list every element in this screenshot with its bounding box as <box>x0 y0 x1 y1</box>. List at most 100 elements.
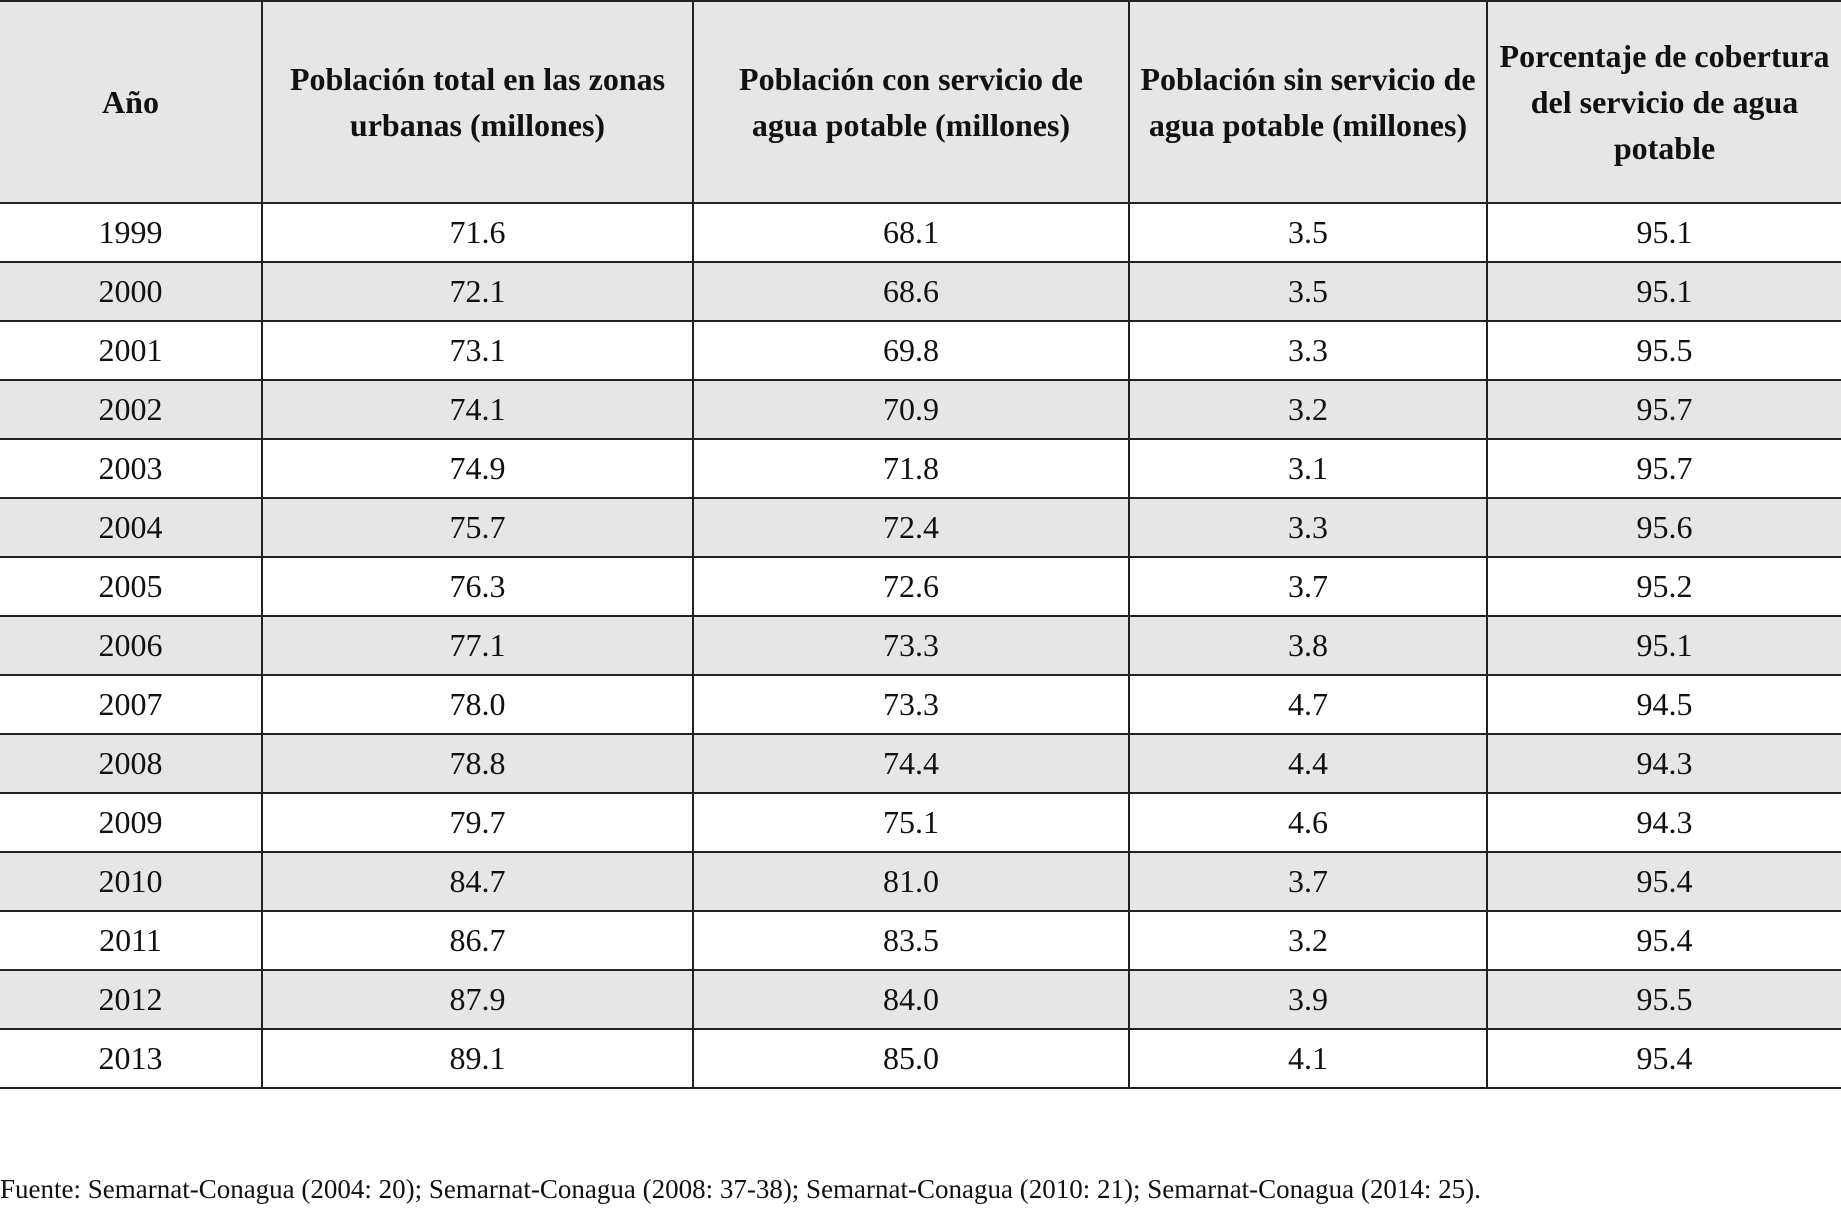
table-cell: 95.5 <box>1486 320 1841 381</box>
table-body: 1999 71.6 68.1 3.5 95.1 2000 72.1 68.6 3.5 95.1 20… <box>0 202 1841 1089</box>
table-row: 2013 89.1 85.0 4.1 95.4 <box>0 1028 1841 1089</box>
table-cell: 1999 <box>0 202 263 263</box>
table-row: 2009 79.7 75.1 4.6 94.3 <box>0 792 1841 853</box>
table-cell: 2007 <box>0 674 263 735</box>
table-cell: 3.9 <box>1128 969 1488 1030</box>
table-cell: 68.6 <box>692 261 1130 322</box>
column-header: Población sin servicio de agua potable (… <box>1128 0 1488 204</box>
table-cell: 75.7 <box>261 497 694 558</box>
table-cell: 3.1 <box>1128 438 1488 499</box>
table-cell: 95.1 <box>1486 202 1841 263</box>
table-cell: 2002 <box>0 379 263 440</box>
table-row: 2002 74.1 70.9 3.2 95.7 <box>0 379 1841 440</box>
table-row: 2006 77.1 73.3 3.8 95.1 <box>0 615 1841 676</box>
table-row: 2003 74.9 71.8 3.1 95.7 <box>0 438 1841 499</box>
table-cell: 4.1 <box>1128 1028 1488 1089</box>
table-cell: 71.6 <box>261 202 694 263</box>
table-cell: 73.3 <box>692 674 1130 735</box>
table-cell: 72.4 <box>692 497 1130 558</box>
table-cell: 95.1 <box>1486 615 1841 676</box>
table-cell: 2009 <box>0 792 263 853</box>
table-cell: 73.3 <box>692 615 1130 676</box>
table-cell: 3.8 <box>1128 615 1488 676</box>
table-cell: 3.3 <box>1128 497 1488 558</box>
table-cell: 78.8 <box>261 733 694 794</box>
table-cell: 4.7 <box>1128 674 1488 735</box>
header-row: Año Población total en las zonas urbanas … <box>0 0 1841 204</box>
data-table: Año Población total en las zonas urbanas … <box>0 0 1841 1089</box>
table-cell: 95.2 <box>1486 556 1841 617</box>
table-cell: 3.3 <box>1128 320 1488 381</box>
table-cell: 70.9 <box>692 379 1130 440</box>
table-cell: 95.7 <box>1486 379 1841 440</box>
table-cell: 3.5 <box>1128 202 1488 263</box>
table-row: 2008 78.8 74.4 4.4 94.3 <box>0 733 1841 794</box>
table-row: 2010 84.7 81.0 3.7 95.4 <box>0 851 1841 912</box>
table-cell: 2012 <box>0 969 263 1030</box>
table-row: 2005 76.3 72.6 3.7 95.2 <box>0 556 1841 617</box>
table-cell: 72.6 <box>692 556 1130 617</box>
table-cell: 3.7 <box>1128 556 1488 617</box>
table-cell: 3.7 <box>1128 851 1488 912</box>
table-cell: 79.7 <box>261 792 694 853</box>
table-cell: 78.0 <box>261 674 694 735</box>
table-cell: 74.9 <box>261 438 694 499</box>
source-note: Fuente: Semarnat-Conagua (2004: 20); Sem… <box>0 1174 1481 1204</box>
table-cell: 94.3 <box>1486 733 1841 794</box>
table-cell: 2010 <box>0 851 263 912</box>
table-cell: 95.5 <box>1486 969 1841 1030</box>
table-cell: 95.4 <box>1486 910 1841 971</box>
table-cell: 85.0 <box>692 1028 1130 1089</box>
table-cell: 3.5 <box>1128 261 1488 322</box>
column-header: Porcentaje de cobertura del servicio de … <box>1486 0 1841 204</box>
table-cell: 2003 <box>0 438 263 499</box>
table-cell: 2011 <box>0 910 263 971</box>
table-row: 2001 73.1 69.8 3.3 95.5 <box>0 320 1841 381</box>
table-row: 2011 86.7 83.5 3.2 95.4 <box>0 910 1841 971</box>
table-cell: 3.2 <box>1128 910 1488 971</box>
table-cell: 75.1 <box>692 792 1130 853</box>
table-cell: 71.8 <box>692 438 1130 499</box>
table-cell: 95.4 <box>1486 1028 1841 1089</box>
table-cell: 87.9 <box>261 969 694 1030</box>
table-row: 2007 78.0 73.3 4.7 94.5 <box>0 674 1841 735</box>
table-cell: 95.1 <box>1486 261 1841 322</box>
table-cell: 89.1 <box>261 1028 694 1089</box>
table-cell: 83.5 <box>692 910 1130 971</box>
table-cell: 72.1 <box>261 261 694 322</box>
table-cell: 3.2 <box>1128 379 1488 440</box>
table-cell: 86.7 <box>261 910 694 971</box>
table-cell: 81.0 <box>692 851 1130 912</box>
table-row: 1999 71.6 68.1 3.5 95.1 <box>0 202 1841 263</box>
table-cell: 94.5 <box>1486 674 1841 735</box>
table-cell: 2013 <box>0 1028 263 1089</box>
table-cell: 84.0 <box>692 969 1130 1030</box>
table-cell: 84.7 <box>261 851 694 912</box>
table-cell: 77.1 <box>261 615 694 676</box>
table-cell: 2005 <box>0 556 263 617</box>
table-cell: 2001 <box>0 320 263 381</box>
column-header: Año <box>0 0 263 204</box>
table-cell: 76.3 <box>261 556 694 617</box>
table-cell: 95.7 <box>1486 438 1841 499</box>
table-row: 2012 87.9 84.0 3.9 95.5 <box>0 969 1841 1030</box>
table-cell: 4.4 <box>1128 733 1488 794</box>
table-cell: 74.1 <box>261 379 694 440</box>
table-cell: 95.4 <box>1486 851 1841 912</box>
table-cell: 73.1 <box>261 320 694 381</box>
table-cell: 95.6 <box>1486 497 1841 558</box>
table-cell: 2008 <box>0 733 263 794</box>
column-header: Población total en las zonas urbanas (mi… <box>261 0 694 204</box>
table-cell: 94.3 <box>1486 792 1841 853</box>
table-row: 2000 72.1 68.6 3.5 95.1 <box>0 261 1841 322</box>
table-row: 2004 75.7 72.4 3.3 95.6 <box>0 497 1841 558</box>
table-cell: 68.1 <box>692 202 1130 263</box>
table-cell: 74.4 <box>692 733 1130 794</box>
table-cell: 2004 <box>0 497 263 558</box>
table-cell: 2006 <box>0 615 263 676</box>
table-cell: 2000 <box>0 261 263 322</box>
table-cell: 4.6 <box>1128 792 1488 853</box>
table-cell: 69.8 <box>692 320 1130 381</box>
column-header: Población con servicio de agua potable (… <box>692 0 1130 204</box>
